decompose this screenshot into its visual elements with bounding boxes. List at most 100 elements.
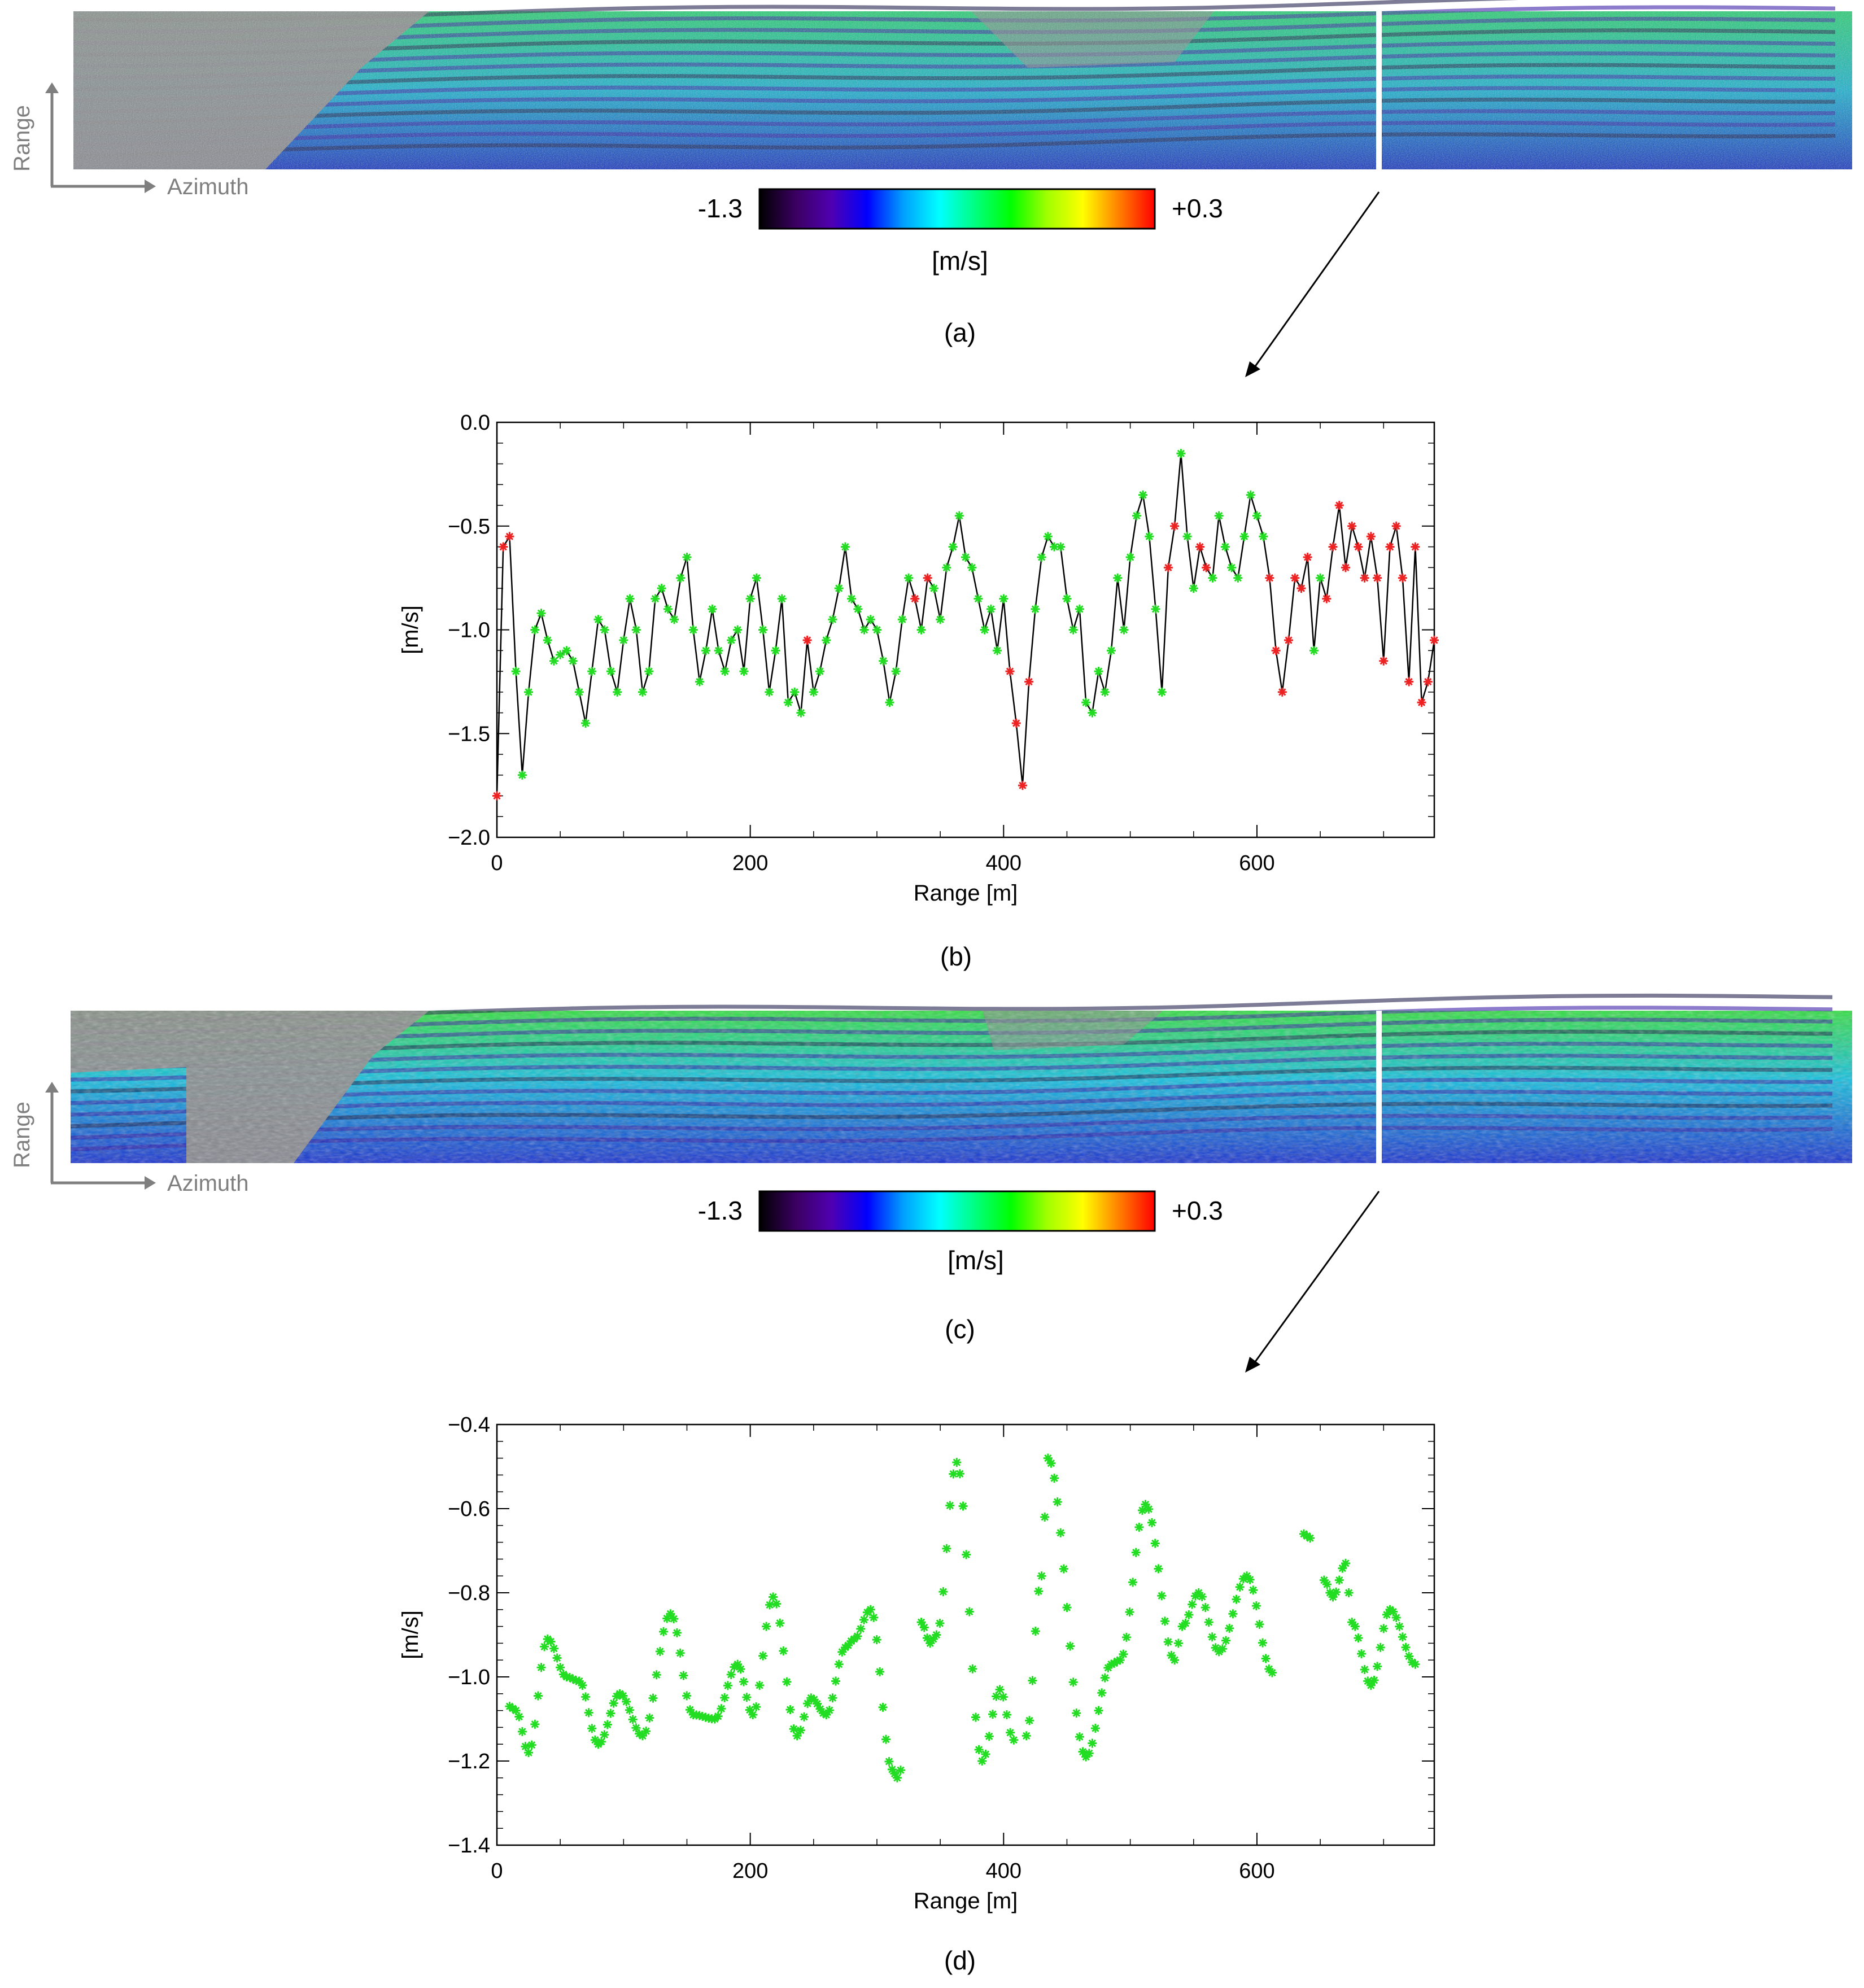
chart-d-point xyxy=(1121,1632,1131,1642)
panel-d-caption: (d) xyxy=(944,1946,976,1975)
chart-b-point-green xyxy=(657,584,666,593)
chart-d-point xyxy=(1267,1668,1277,1677)
chart-d-point xyxy=(530,1719,540,1729)
panel-c-texture xyxy=(71,1011,1852,1163)
chart-d-point xyxy=(1119,1649,1128,1659)
chart-b-point-red xyxy=(1385,542,1395,552)
chart-d-point xyxy=(1100,1673,1110,1683)
chart-b-point-green xyxy=(524,687,534,697)
chart-b-point-green xyxy=(859,625,869,635)
chart-d-point xyxy=(974,1745,984,1754)
chart-d-point xyxy=(584,1708,593,1718)
chart-d-point xyxy=(1217,1644,1227,1654)
chart-d-point xyxy=(733,1659,743,1669)
chart-d-point xyxy=(935,1619,945,1628)
chart-d-point xyxy=(981,1749,990,1759)
chart-d-point xyxy=(945,1501,955,1510)
panel-a-orientation-axes: Range Azimuth xyxy=(10,82,249,199)
chart-b-point-green xyxy=(581,718,591,728)
chart-b-point-green xyxy=(638,687,647,697)
chart-b-point-green xyxy=(879,656,888,666)
chart-b-point-red xyxy=(1328,542,1338,552)
chart-b-point-green xyxy=(790,687,800,697)
chart-d-point xyxy=(1255,1619,1264,1629)
chart-d-point xyxy=(1147,1518,1157,1527)
chart-d-point xyxy=(672,1628,682,1637)
chart-b-point-green xyxy=(1227,563,1237,573)
chart-d-point xyxy=(988,1710,998,1719)
panel-a-range-arrowhead xyxy=(45,82,59,93)
chart-b-point-green xyxy=(1094,667,1103,676)
chart-d-point xyxy=(1059,1564,1068,1574)
chart-d-point xyxy=(1398,1632,1407,1642)
chart-b-point-green xyxy=(954,511,964,521)
chart-b-point-green xyxy=(587,667,597,676)
chart-d-point xyxy=(581,1692,591,1702)
chart-d-point xyxy=(1062,1603,1072,1613)
chart-b-point-green xyxy=(1214,511,1224,521)
panel-d-chart: 0 200 400 600 −0.4 −0.6 −0.8 −1.0 −1.2 −1.4 Range … xyxy=(398,1413,1435,1913)
chart-b-point-green xyxy=(1037,552,1046,562)
chart-b-point-green xyxy=(948,542,958,552)
chart-b-point-green xyxy=(727,635,736,645)
chart-b-point-green xyxy=(600,625,609,635)
chart-b-point-red xyxy=(1391,521,1401,531)
chart-b-point-red xyxy=(1005,667,1015,676)
pointer-arrow-a xyxy=(1245,191,1380,377)
chart-b-point-red xyxy=(1411,542,1420,552)
chart-d-point xyxy=(998,1692,1008,1702)
chart-b-point-green xyxy=(872,625,881,635)
chart-b-point-green xyxy=(568,656,578,666)
chart-b-point-red xyxy=(1347,521,1357,531)
chart-d-point xyxy=(1084,1749,1094,1758)
chart-b-point-green xyxy=(682,552,692,562)
chart-b-x-tick-label: 600 xyxy=(1239,851,1274,875)
chart-d-point xyxy=(932,1630,941,1640)
chart-b-point-green xyxy=(688,625,698,635)
chart-d-point xyxy=(1097,1688,1107,1698)
chart-d-point xyxy=(1040,1512,1050,1522)
chart-b-point-green xyxy=(676,573,686,583)
chart-d-point xyxy=(723,1681,732,1690)
chart-d-point xyxy=(1125,1607,1134,1617)
chart-d-point xyxy=(1188,1600,1197,1609)
chart-b-x-axis-label: Range [m] xyxy=(914,881,1018,906)
chart-d-point xyxy=(1170,1655,1180,1665)
chart-b-point-red xyxy=(1303,552,1312,562)
chart-d-point xyxy=(606,1709,615,1718)
chart-b-point-green xyxy=(840,542,850,552)
chart-d-plot-frame xyxy=(496,1423,1435,1846)
chart-d-point xyxy=(1401,1642,1411,1652)
chart-b-point-green xyxy=(536,609,546,618)
chart-d-point xyxy=(1204,1618,1213,1627)
chart-b-point-green xyxy=(961,552,970,562)
chart-d-point xyxy=(1167,1650,1176,1660)
chart-d-point xyxy=(1225,1623,1234,1633)
chart-b-point-green xyxy=(714,646,723,656)
chart-b-point-red xyxy=(1379,656,1389,666)
panel-c-colorbar-unit: [m/s] xyxy=(948,1246,1004,1275)
chart-b-y-tick-label: −1.0 xyxy=(448,619,490,643)
chart-b-point-green xyxy=(670,615,679,624)
chart-d-point xyxy=(1037,1571,1046,1581)
chart-d-point xyxy=(958,1501,968,1511)
chart-b-point-green xyxy=(695,677,704,687)
chart-d-point xyxy=(549,1644,558,1653)
chart-b-point-green xyxy=(625,594,635,604)
panel-c-range-label: Range xyxy=(10,1102,34,1168)
chart-d-point xyxy=(1258,1638,1268,1648)
chart-b-point-red xyxy=(1284,635,1294,645)
chart-d-point xyxy=(772,1599,782,1609)
chart-b-point-green xyxy=(853,604,863,614)
chart-b-point-red xyxy=(1334,501,1344,510)
chart-d-point xyxy=(1306,1533,1315,1543)
chart-d-point xyxy=(1245,1575,1255,1584)
chart-b-point-green xyxy=(1132,511,1141,521)
chart-d-point xyxy=(1360,1664,1369,1674)
chart-b-point-green xyxy=(815,667,825,676)
chart-d-point xyxy=(1251,1601,1261,1611)
chart-b-point-red xyxy=(923,573,932,583)
chart-d-point xyxy=(785,1705,795,1715)
chart-d-point xyxy=(622,1697,631,1706)
